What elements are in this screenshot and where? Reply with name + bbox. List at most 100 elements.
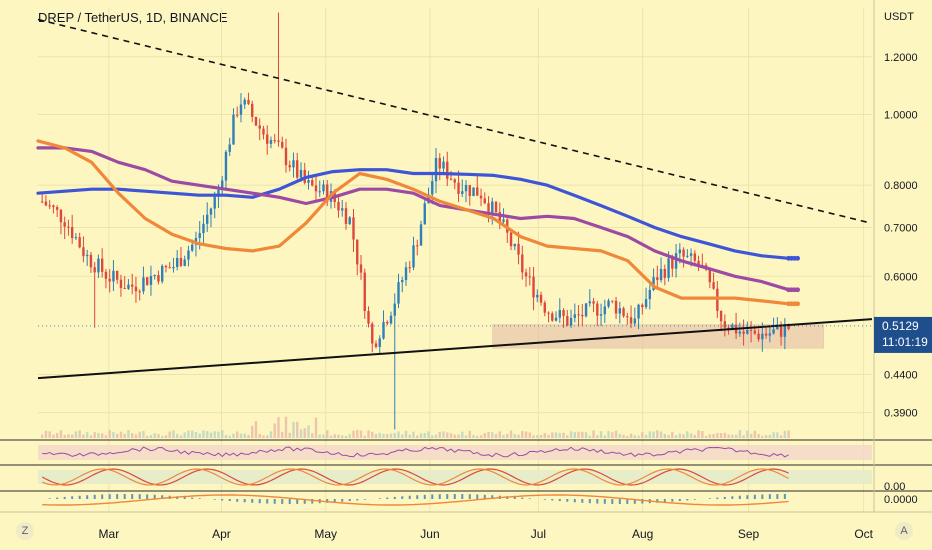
candle-body bbox=[738, 331, 742, 334]
volume-bar bbox=[521, 431, 524, 438]
candle-body bbox=[337, 201, 340, 211]
moving-average-line bbox=[36, 146, 791, 292]
candle-body bbox=[453, 179, 456, 183]
macd-histogram-bar bbox=[191, 497, 194, 499]
volume-bar bbox=[446, 432, 449, 438]
candle-body bbox=[153, 275, 156, 277]
volume-bar bbox=[487, 431, 490, 438]
candle-body bbox=[449, 178, 453, 180]
price-tick-label: 1.2000 bbox=[884, 52, 918, 64]
last-price-value: 0.5129 bbox=[882, 319, 919, 333]
volume-bar bbox=[70, 434, 74, 438]
volume-bar bbox=[746, 430, 749, 438]
volume-bar bbox=[187, 430, 190, 438]
candle-body bbox=[513, 243, 516, 247]
candle-body bbox=[127, 284, 130, 289]
candle-body bbox=[281, 141, 284, 148]
volume-bar bbox=[78, 430, 81, 438]
candle-body bbox=[524, 272, 528, 277]
candle-body bbox=[611, 300, 614, 302]
candle-body bbox=[438, 158, 441, 169]
candle-body bbox=[251, 103, 254, 117]
candle-body bbox=[614, 300, 618, 314]
candle-body bbox=[228, 144, 231, 152]
volume-bar bbox=[311, 433, 314, 438]
candle-body bbox=[502, 219, 505, 222]
volume-bar bbox=[712, 434, 715, 438]
macd-histogram-bar bbox=[641, 499, 644, 504]
candle-body bbox=[292, 160, 295, 168]
volume-bar bbox=[532, 435, 535, 438]
macd-histogram-bar bbox=[243, 499, 246, 503]
trendlines bbox=[37, 18, 873, 380]
volume-bar bbox=[626, 435, 629, 438]
volume-bar bbox=[502, 434, 505, 438]
volume-bar bbox=[67, 434, 70, 438]
volume-bar bbox=[427, 431, 430, 438]
candle-body bbox=[100, 258, 104, 272]
auto-scale-button[interactable]: A bbox=[895, 522, 913, 540]
candle-body bbox=[558, 310, 561, 318]
moving-average-end-marker bbox=[795, 301, 800, 307]
candle-body bbox=[273, 140, 276, 142]
candle-body bbox=[266, 134, 269, 144]
volume-bar bbox=[213, 431, 216, 438]
candle-body bbox=[138, 291, 141, 293]
candle-body bbox=[746, 330, 749, 334]
macd-histogram-bar bbox=[438, 494, 441, 499]
candle-body bbox=[239, 104, 243, 115]
candle-body bbox=[401, 279, 404, 283]
candle-body bbox=[344, 208, 348, 224]
last-price-tag bbox=[874, 316, 932, 353]
macd-histogram-bar bbox=[236, 499, 239, 502]
macd-histogram-bar bbox=[183, 496, 186, 499]
volume-bar bbox=[622, 434, 625, 438]
volume-bar bbox=[198, 433, 201, 438]
macd-histogram-bar bbox=[281, 499, 284, 504]
volume-bar bbox=[123, 433, 126, 438]
candle-body bbox=[386, 322, 389, 324]
candle-body bbox=[374, 343, 378, 347]
volume-bar bbox=[269, 431, 273, 438]
stochastic-line bbox=[42, 468, 789, 486]
candle-body bbox=[397, 282, 400, 304]
price-axis[interactable]: USDT 1.2000 1.0000 0.8000 0.7000 0.6000 0.4400… bbox=[873, 0, 932, 512]
candle-body bbox=[356, 239, 359, 265]
time-axis-tick-label: Oct bbox=[854, 527, 873, 541]
candle-body bbox=[326, 184, 329, 202]
macd-histogram-bar bbox=[221, 499, 224, 501]
macd-histogram-bar bbox=[528, 498, 531, 499]
volume-bar bbox=[307, 425, 310, 438]
volume-bar bbox=[352, 430, 355, 438]
time-axis[interactable]: Mar Apr May Jun Jul Aug Sep Oct bbox=[0, 511, 932, 541]
volume-bar bbox=[224, 434, 228, 438]
candle-body bbox=[288, 165, 291, 168]
auto-scale-left-button[interactable]: Z bbox=[16, 522, 34, 540]
candle-body bbox=[554, 317, 558, 321]
candle-body bbox=[299, 169, 303, 178]
volume-bar bbox=[783, 430, 787, 438]
candle-body bbox=[145, 277, 149, 285]
volume-bars bbox=[40, 416, 790, 438]
macd-histogram-bar bbox=[78, 495, 81, 499]
volume-bar bbox=[659, 431, 663, 438]
ascending-trendline[interactable] bbox=[37, 318, 873, 380]
macd-histogram-bar bbox=[378, 498, 381, 499]
macd-histogram-bar bbox=[408, 495, 411, 499]
macd-histogram-bar bbox=[738, 495, 741, 499]
macd-histogram-bar bbox=[461, 494, 464, 499]
candle-body bbox=[573, 314, 576, 318]
volume-bar bbox=[764, 435, 768, 438]
candle-body bbox=[566, 316, 569, 326]
macd-histogram-bar bbox=[663, 499, 666, 503]
candle-body bbox=[314, 185, 318, 192]
macd-histogram-bar bbox=[671, 499, 674, 502]
candle-body bbox=[157, 275, 160, 282]
macd-histogram-bar bbox=[693, 499, 696, 500]
volume-bar bbox=[44, 430, 48, 438]
candle-body bbox=[307, 180, 310, 183]
volume-bar bbox=[299, 429, 303, 438]
volume-bar bbox=[228, 435, 231, 438]
volume-bar bbox=[296, 421, 299, 438]
